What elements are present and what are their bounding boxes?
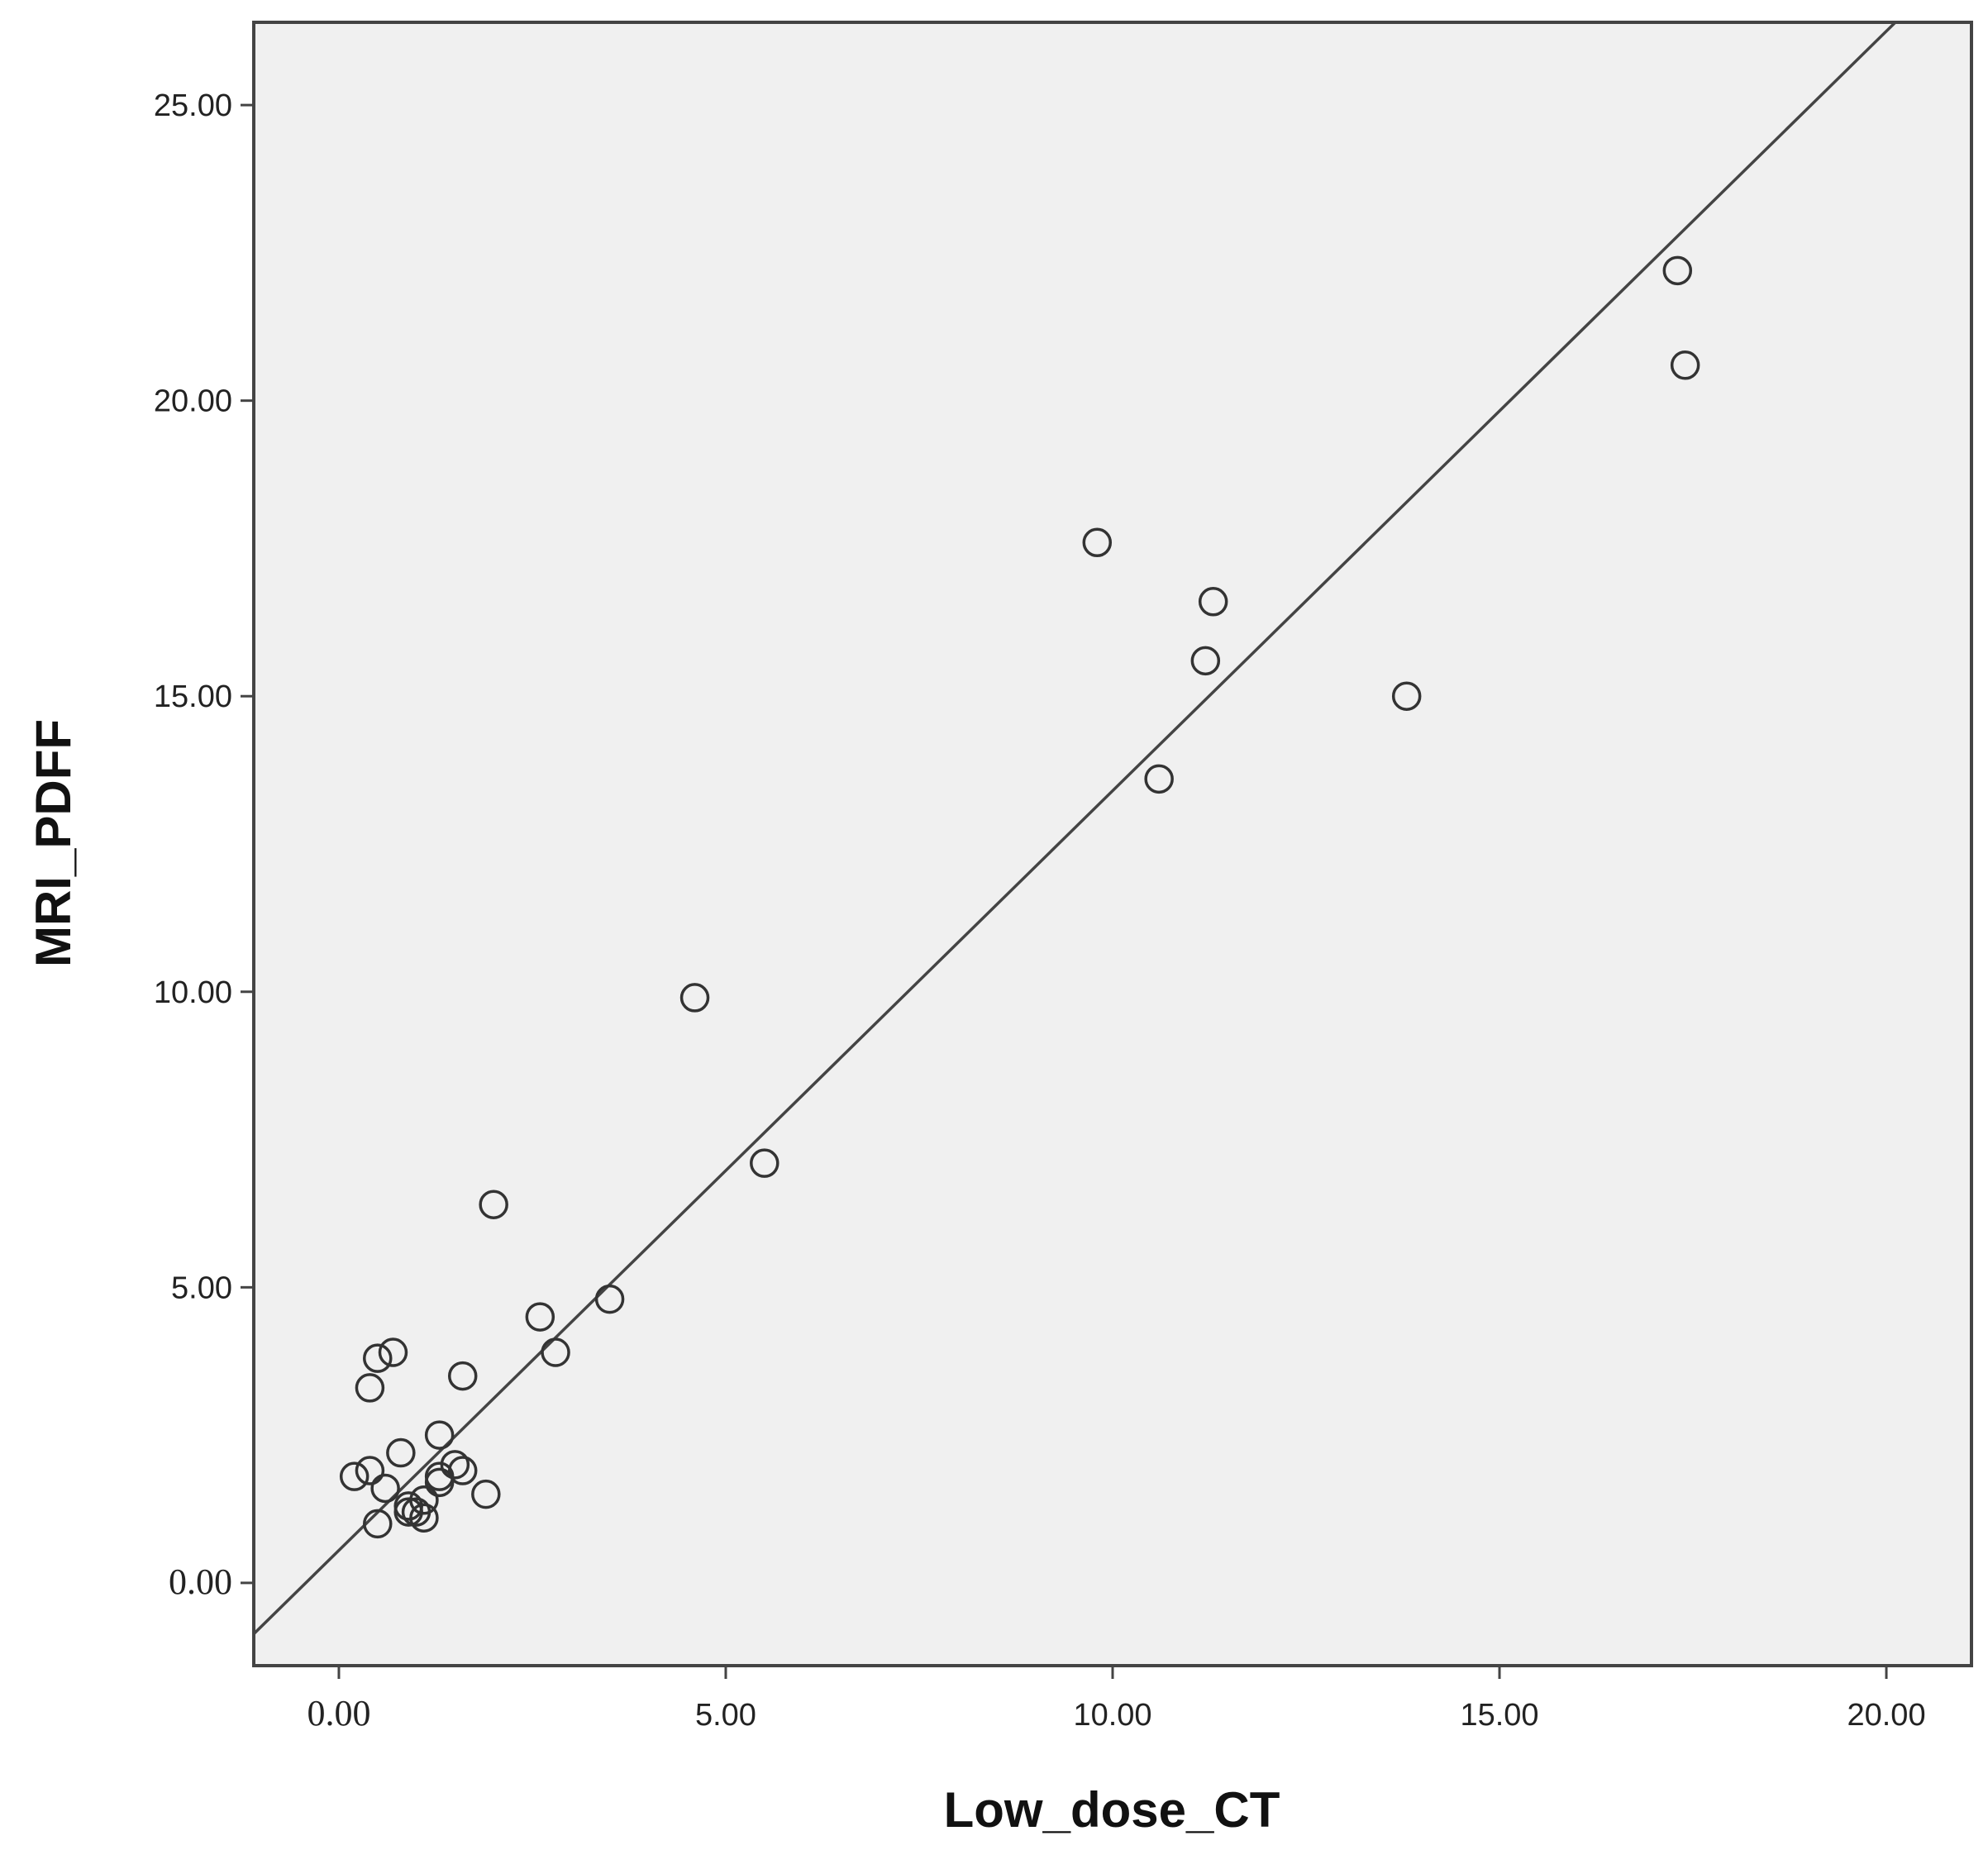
data-point: [355, 1456, 385, 1485]
data-point: [378, 1337, 408, 1367]
data-point: [471, 1479, 501, 1509]
y-tick-label: 0.00: [169, 1561, 232, 1602]
data-point: [479, 1190, 508, 1219]
y-tick-label: 5.00: [171, 1271, 232, 1305]
data-point: [386, 1438, 416, 1468]
data-point: [1391, 681, 1422, 711]
data-point: [370, 1473, 400, 1504]
data-point: [424, 1420, 455, 1450]
data-point: [594, 1284, 625, 1314]
data-point: [447, 1361, 478, 1391]
data-points: [339, 255, 1700, 1539]
plot-area: [252, 21, 1973, 1667]
data-point: [1198, 587, 1228, 617]
y-tick-label: 15.00: [154, 679, 232, 714]
x-tick-label: 5.00: [695, 1698, 756, 1733]
data-point: [750, 1148, 779, 1178]
data-point: [409, 1503, 439, 1533]
data-point: [1190, 646, 1221, 676]
data-point: [1662, 255, 1693, 286]
y-tick-label: 10.00: [154, 975, 232, 1010]
data-point: [1144, 764, 1174, 794]
data-point: [525, 1302, 555, 1332]
data-point: [1670, 350, 1700, 380]
x-tick-label: 15.00: [1460, 1698, 1538, 1733]
y-axis: 0.00 5.00 10.00 15.00 20.00 25.00: [154, 88, 254, 1602]
y-axis-title: MRI_PDFF: [26, 719, 81, 967]
data-point: [393, 1497, 423, 1527]
data-point: [401, 1497, 431, 1527]
data-point: [447, 1456, 478, 1485]
y-tick-label: 20.00: [154, 384, 232, 419]
fit-line: [254, 22, 1898, 1635]
data-point: [541, 1337, 570, 1367]
data-point: [363, 1509, 393, 1539]
x-axis: 0.00 5.00 10.00 15.00 20.00: [307, 1666, 1926, 1733]
y-tick-label: 25.00: [154, 88, 232, 123]
data-point: [363, 1343, 393, 1373]
data-point: [424, 1467, 455, 1498]
x-tick-label: 0.00: [307, 1693, 370, 1733]
data-point: [1082, 527, 1113, 558]
data-point: [679, 983, 710, 1013]
data-point: [339, 1461, 369, 1491]
x-tick-label: 20.00: [1847, 1698, 1925, 1733]
x-tick-label: 10.00: [1073, 1698, 1151, 1733]
data-point: [355, 1373, 385, 1403]
x-axis-title: Low_dose_CT: [944, 1782, 1280, 1838]
